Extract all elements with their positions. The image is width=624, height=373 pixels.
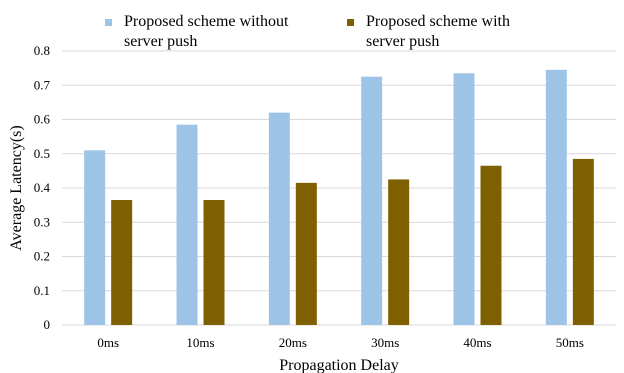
bar-with-push-50ms [573, 159, 594, 325]
legend-item-with-push: Proposed scheme with server push [347, 12, 510, 52]
bars [84, 70, 594, 325]
x-tick-label: 0ms [97, 335, 119, 350]
bar-with-push-40ms [481, 166, 502, 325]
y-tick-label: 0.1 [34, 283, 50, 298]
y-tick-label: 0 [44, 317, 51, 332]
y-tick-labels: 0 0.1 0.2 0.3 0.4 0.5 0.6 0.7 0.8 [34, 43, 51, 332]
legend-swatch-without-push [105, 19, 112, 26]
y-axis-label: Average Latency(s) [8, 125, 25, 250]
bar-without-push-30ms [361, 77, 382, 325]
bar-with-push-0ms [111, 200, 132, 325]
legend-item-without-push: Proposed scheme without server push [105, 12, 288, 52]
x-tick-label: 30ms [371, 335, 399, 350]
bar-with-push-10ms [204, 200, 225, 325]
gridlines [62, 51, 616, 325]
bar-without-push-20ms [269, 113, 290, 325]
legend-label-with-push: Proposed scheme with server push [366, 12, 510, 52]
y-tick-label: 0.3 [34, 214, 50, 229]
legend-swatch-with-push [347, 19, 354, 26]
y-tick-label: 0.2 [34, 249, 50, 264]
bar-without-push-50ms [546, 70, 567, 325]
x-tick-labels: 0ms 10ms 20ms 30ms 40ms 50ms [97, 335, 584, 350]
bar-without-push-40ms [454, 73, 475, 325]
x-tick-label: 20ms [279, 335, 307, 350]
bar-with-push-30ms [388, 179, 409, 325]
x-axis-label: Propagation Delay [279, 357, 399, 373]
y-tick-label: 0.8 [34, 43, 50, 58]
y-tick-label: 0.7 [34, 77, 51, 92]
x-tick-label: 40ms [463, 335, 491, 350]
y-tick-label: 0.6 [34, 112, 51, 127]
y-tick-label: 0.4 [34, 180, 51, 195]
legend-label-without-push: Proposed scheme without server push [124, 12, 288, 52]
x-tick-label: 10ms [186, 335, 214, 350]
bar-without-push-0ms [84, 150, 105, 325]
x-tick-label: 50ms [556, 335, 584, 350]
bar-without-push-10ms [177, 125, 198, 325]
bar-with-push-20ms [296, 183, 317, 325]
y-tick-label: 0.5 [34, 146, 50, 161]
